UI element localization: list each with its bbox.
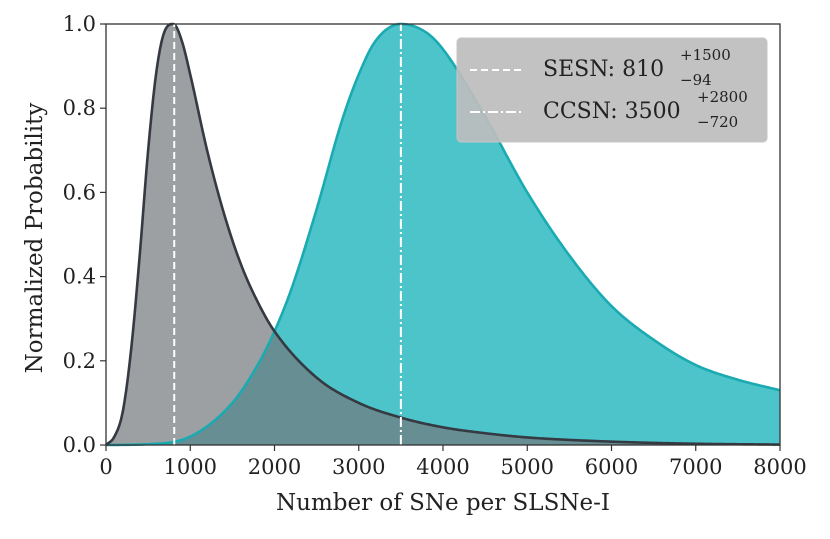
x-tick-label: 5000 [501, 455, 554, 479]
y-tick-label: 0.0 [63, 433, 96, 457]
y-axis: 0.0 0.2 0.4 0.6 0.8 1.0 [63, 12, 106, 457]
legend-ccsn-prefix: CCSN: [543, 99, 625, 124]
y-tick-label: 0.6 [63, 180, 96, 204]
plot-frame [105, 23, 781, 446]
legend-sesn-sub: −94 [680, 71, 712, 89]
area-sesn [106, 24, 780, 445]
x-tick-label: 4000 [416, 455, 469, 479]
x-tick-label: 6000 [585, 455, 638, 479]
legend-ccsn-sub: −720 [697, 113, 738, 131]
line-sesn [105, 22, 781, 446]
x-tick-label: 0 [99, 455, 112, 479]
y-tick-label: 1.0 [63, 12, 96, 36]
x-tick-label: 2000 [248, 455, 301, 479]
legend: SESN: 810 +1500 −94 CCSN: 3500 +2800 −72… [456, 37, 768, 143]
legend-sesn-label: SESN: 810 [543, 57, 664, 82]
x-tick-label: 3000 [332, 455, 385, 479]
x-tick-label: 1000 [164, 455, 217, 479]
legend-ccsn-label: CCSN: 3500 [543, 99, 681, 124]
legend-sesn-prefix: SESN: [543, 57, 622, 82]
x-tick-label: 7000 [669, 455, 722, 479]
x-axis-label: Number of SNe per SLSNe-I [276, 490, 610, 516]
legend-ccsn-value: 3500 [625, 99, 681, 124]
legend-box [456, 37, 768, 143]
y-tick-label: 0.4 [63, 265, 96, 289]
y-axis-label: Normalized Probability [22, 103, 48, 374]
plot-area [105, 22, 781, 447]
y-tick-label: 0.8 [63, 96, 96, 120]
line-ccsn [105, 22, 781, 447]
legend-sesn-sup: +1500 [680, 46, 731, 64]
legend-sesn-value: 810 [622, 57, 664, 82]
x-axis: 0 1000 2000 3000 4000 5000 6000 7000 8000 [99, 445, 807, 479]
y-tick-label: 0.2 [63, 349, 96, 373]
legend-ccsn-sup: +2800 [697, 88, 748, 106]
x-tick-label: 8000 [753, 455, 806, 479]
